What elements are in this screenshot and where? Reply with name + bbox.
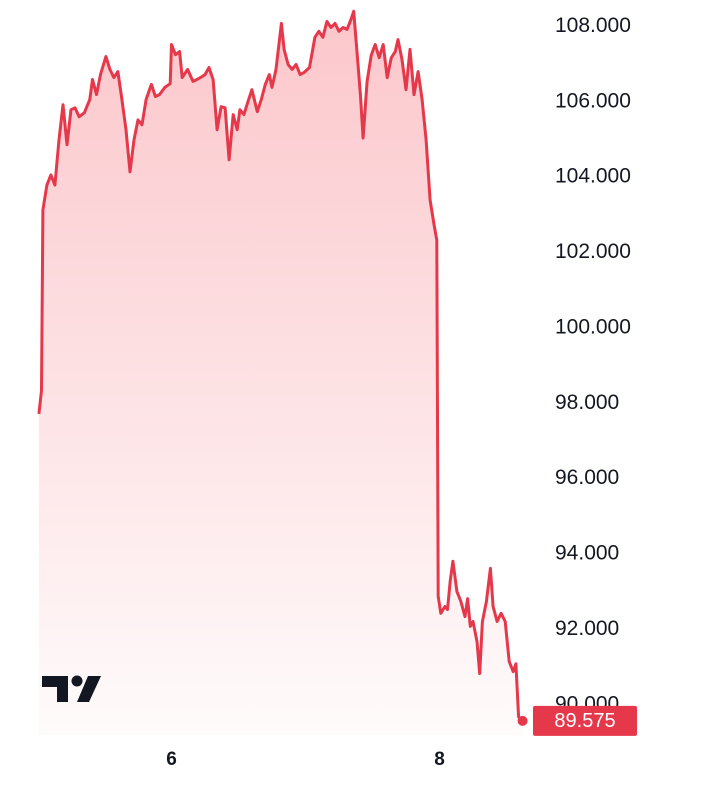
x-tick-label: 6: [166, 749, 177, 770]
price-label: 89.575: [554, 710, 615, 732]
x-tick-label: 8: [434, 749, 445, 770]
y-tick-label: 92.000: [555, 617, 619, 640]
last-point: [517, 715, 528, 726]
y-tick-label: 108.000: [555, 14, 631, 37]
y-tick-label: 96.000: [555, 466, 619, 489]
y-tick-label: 98.000: [555, 391, 619, 414]
y-tick-label: 102.000: [555, 240, 631, 263]
y-tick-label: 106.000: [555, 89, 631, 112]
y-tick-label: 100.000: [555, 315, 631, 338]
area: [38, 11, 523, 736]
price-label-bg: [533, 705, 637, 736]
line: [37, 9, 524, 722]
plot-area: [37, 9, 528, 736]
y-tick-label: 94.000: [555, 542, 619, 565]
tradingview-logo: [42, 675, 101, 702]
y-tick-label: 104.000: [555, 165, 631, 188]
